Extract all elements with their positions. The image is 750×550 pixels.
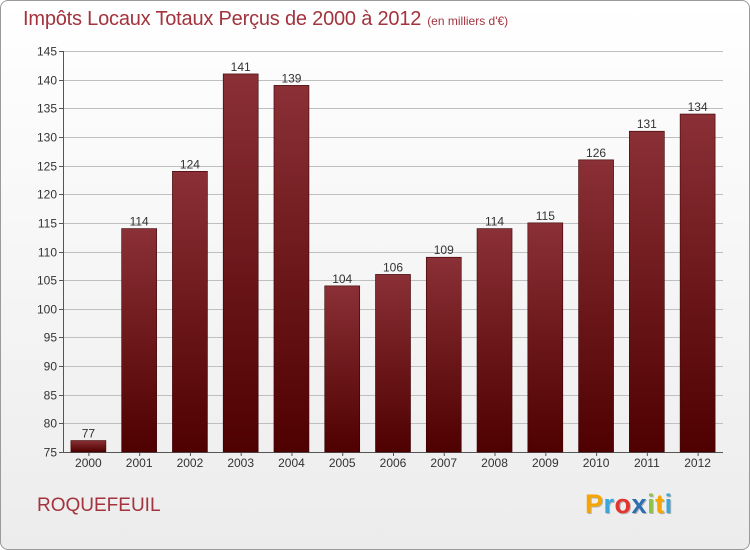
bar-2001	[121, 228, 157, 453]
x-tick-label: 2003	[227, 456, 254, 470]
bar-2012	[679, 113, 716, 453]
logo-letter: o	[614, 489, 632, 519]
proxiti-logo[interactable]: Proxiti	[585, 489, 673, 520]
data-label-2001: 114	[130, 215, 149, 229]
x-tick-label: 2001	[126, 456, 153, 470]
data-label-2007: 109	[434, 243, 454, 257]
commune-name: ROQUEFEUIL	[37, 495, 161, 516]
bar-2006	[375, 274, 411, 453]
y-tick-label: 115	[38, 217, 57, 231]
data-label-2000: 77	[82, 427, 96, 441]
bar-2011	[629, 130, 665, 453]
bar-2003	[222, 73, 259, 453]
x-tick-label: 2005	[329, 456, 356, 470]
bar-2005	[324, 285, 361, 453]
data-label-2004: 139	[281, 71, 301, 85]
y-tick-label: 100	[37, 303, 57, 317]
data-label-2005: 104	[332, 272, 352, 286]
bar-2000	[70, 440, 107, 453]
x-tick-label: 2009	[532, 456, 559, 470]
bar-2010	[578, 159, 614, 453]
chart-title: Impôts Locaux Totaux Perçus de 2000 à 20…	[23, 8, 422, 30]
y-tick-label: 80	[44, 417, 58, 431]
x-tick-label: 2002	[177, 456, 204, 470]
chart-subtitle: (en milliers d'€)	[427, 14, 509, 28]
y-tick-label: 105	[37, 274, 57, 288]
data-label-2006: 106	[383, 260, 403, 274]
y-tick-label: 135	[37, 102, 57, 116]
x-tick-label: 2007	[430, 456, 457, 470]
bars	[70, 73, 716, 453]
y-tick-label: 90	[44, 360, 58, 374]
x-tick-label: 2012	[684, 456, 711, 470]
data-label-2009: 115	[536, 209, 555, 223]
x-tick-label: 2010	[583, 456, 610, 470]
data-label-2008: 114	[485, 215, 504, 229]
y-tick-label: 85	[44, 389, 58, 403]
logo-letter: x	[631, 489, 648, 519]
bar-2008	[476, 228, 513, 453]
logo-letter: i	[647, 489, 656, 519]
data-label-2010: 126	[586, 146, 606, 160]
x-tick-label: 2008	[481, 456, 508, 470]
logo-letter: r	[603, 489, 615, 519]
y-tick-label: 75	[44, 446, 58, 460]
title-line: Impôts Locaux Totaux Perçus de 2000 à 20…	[23, 8, 508, 31]
bar-2004	[273, 85, 310, 453]
logo-letter: P	[585, 489, 604, 519]
axes	[59, 51, 723, 456]
x-tick-label: 2000	[75, 456, 102, 470]
bar-2002	[172, 171, 208, 453]
data-label-2003: 141	[231, 60, 251, 74]
bar-2009	[527, 222, 564, 453]
labels: 75 80 85 90 95 100 105 110 115 120 125 130 135 140 145…	[37, 45, 711, 471]
y-tick-label: 110	[38, 246, 57, 260]
data-label-2012: 134	[688, 100, 708, 114]
y-tick-label: 145	[37, 45, 57, 59]
y-tick-label: 130	[37, 131, 57, 145]
y-tick-label: 125	[37, 160, 57, 174]
bar-2007	[425, 256, 462, 453]
y-tick-label: 95	[44, 331, 58, 345]
y-tick-label: 120	[37, 188, 57, 202]
x-tick-label: 2004	[278, 456, 305, 470]
y-tick-label: 140	[37, 74, 57, 88]
data-label-2002: 124	[180, 157, 200, 171]
x-tick-label: 2011	[634, 456, 660, 470]
data-label-2011: 131	[637, 117, 657, 131]
logo-letter: t	[655, 489, 665, 519]
x-tick-label: 2006	[380, 456, 407, 470]
logo-letter: i	[664, 489, 673, 519]
